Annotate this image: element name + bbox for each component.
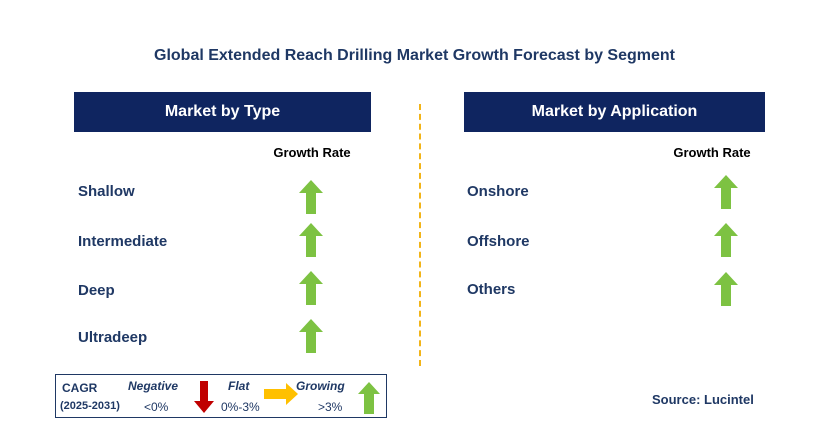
source-note: Source: Lucintel [652, 392, 754, 407]
legend-cagr-label: CAGR [62, 381, 98, 395]
type-row-label-intermediate: Intermediate [78, 233, 168, 250]
type-row-label-deep: Deep [78, 282, 115, 299]
up-arrow-icon [299, 180, 323, 214]
application-growth-rate-label: Growth Rate [673, 145, 751, 160]
up-arrow-icon [299, 223, 323, 257]
down-arrow-icon [194, 381, 214, 413]
legend-flat-range: 0%-3% [221, 400, 260, 414]
legend-negative-label: Negative [128, 379, 179, 393]
panel-divider [419, 104, 421, 366]
application-row-label-onshore: Onshore [467, 183, 529, 200]
chart-title: Global Extended Reach Drilling Market Gr… [154, 47, 675, 64]
up-arrow-icon [299, 319, 323, 353]
type-panel-header: Market by Type [74, 92, 371, 132]
up-arrow-icon [299, 271, 323, 305]
legend-flat-label: Flat [228, 379, 250, 393]
legend-growing-label: Growing [296, 379, 345, 393]
legend-period: (2025-2031) [60, 400, 120, 412]
up-arrow-icon [714, 223, 738, 257]
legend-growing-range: >3% [318, 400, 343, 414]
right-arrow-icon [264, 383, 298, 405]
up-arrow-icon [714, 175, 738, 209]
type-row-label-ultradeep: Ultradeep [78, 329, 148, 346]
application-panel-header: Market by Application [464, 92, 765, 132]
type-growth-rate-label: Growth Rate [273, 145, 351, 160]
legend-negative-range: <0% [144, 400, 169, 414]
type-row-label-shallow: Shallow [78, 183, 135, 200]
up-arrow-icon [358, 382, 380, 414]
application-row-label-others: Others [467, 281, 516, 298]
up-arrow-icon [714, 272, 738, 306]
legend-box: CAGR (2025-2031) Negative <0% Flat 0%-3%… [55, 374, 387, 418]
application-row-label-offshore: Offshore [467, 233, 530, 250]
